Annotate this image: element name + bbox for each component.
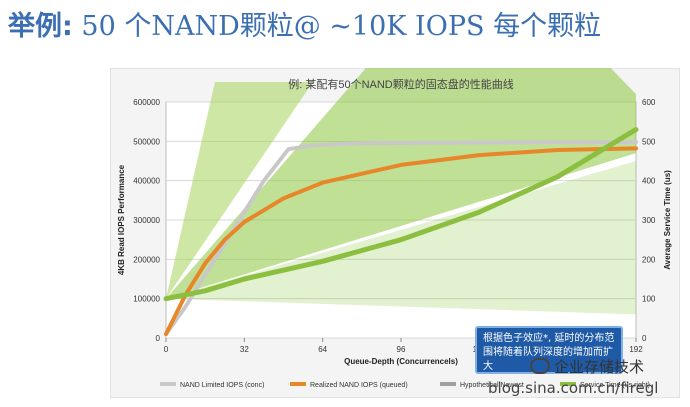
series-point-1 (478, 153, 481, 157)
variability-cone-upper (166, 82, 313, 299)
y2-tick-label: 100 (642, 295, 656, 304)
series-point-0 (556, 140, 559, 144)
series-point-3 (634, 128, 638, 131)
y-tick-label: 300000 (133, 216, 160, 225)
series-point-1 (634, 147, 638, 150)
wechat-icon (530, 358, 550, 374)
series-point-1 (164, 332, 168, 336)
series-point-3 (243, 277, 246, 281)
slide-title-rest: 50 个NAND颗粒@ ~10K IOPS 每个颗粒 (72, 11, 602, 42)
series-point-3 (478, 210, 481, 214)
y2-tick-label: 0 (642, 334, 647, 343)
x-tick-label: 64 (318, 345, 327, 354)
watermark-url: blog.sina.com.cn/firegl (488, 379, 659, 397)
x-tick-label: 96 (397, 345, 406, 354)
y-tick-label: 400000 (133, 177, 160, 186)
series-point-1 (223, 238, 226, 241)
series-point-3 (164, 297, 168, 300)
series-point-3 (203, 289, 207, 292)
y-tick-label: 200000 (133, 255, 160, 264)
series-point-0 (243, 210, 246, 214)
y2-tick-label: 400 (642, 177, 656, 186)
legend-label: Service Time (us,right) (580, 382, 650, 389)
variability-cone-outer (166, 0, 636, 299)
slide-title: 举例: 50 个NAND颗粒@ ~10K IOPS 每个颗粒 (8, 4, 601, 43)
series-point-0 (262, 179, 266, 182)
series-line-0 (164, 140, 638, 337)
series-point-1 (321, 181, 324, 184)
x-tick-label: 192 (629, 345, 643, 354)
series-point-0 (203, 273, 207, 277)
y2-tick-label: 300 (642, 216, 656, 225)
series-point-3 (399, 238, 403, 241)
y2-tick-label: 600 (642, 98, 656, 107)
x-tick-label: 32 (240, 345, 249, 354)
series-point-0 (311, 144, 315, 147)
y-tick-label: 0 (156, 334, 161, 343)
x-tick-label: 0 (164, 345, 169, 354)
y2-axis-label: Average Service Time (us) (663, 170, 672, 270)
legend-label: Hypothetical Newest (460, 382, 524, 389)
x-axis-label: Queue-Depth (Concurrencels) (344, 357, 458, 366)
slide-title-main: 举例: (8, 11, 73, 42)
series-point-0 (458, 141, 461, 144)
series-point-1 (399, 163, 403, 167)
series-point-0 (634, 140, 638, 144)
y2-tick-label: 500 (642, 137, 656, 146)
series-point-1 (243, 220, 246, 224)
y2-tick-label: 200 (642, 255, 656, 264)
watermark-logo-text: 企业存储技术 (554, 358, 645, 376)
series-point-0 (360, 142, 364, 145)
legend-label: NAND Limited IOPS (conc) (180, 382, 264, 389)
y-tick-label: 500000 (133, 137, 160, 146)
series-line-3 (163, 127, 639, 302)
series-point-3 (321, 260, 324, 263)
y-tick-label: 100000 (133, 295, 160, 304)
y-axis-label: 4KB Read IOPS Performance (117, 164, 126, 275)
series-point-3 (556, 175, 559, 178)
series-point-0 (287, 148, 290, 151)
series-point-1 (556, 148, 559, 152)
chart-title: 例: 某配有50个NAND颗粒的固态盘的性能曲线 (288, 77, 514, 91)
series-point-1 (203, 262, 207, 265)
series-point-1 (282, 197, 285, 200)
y-tick-label: 600000 (133, 98, 160, 107)
series-point-1 (174, 313, 177, 316)
chart-area: 0 100000 200000 300000 400000 500000 600000 0 10… (109, 0, 681, 399)
chart-svg: 0 100000 200000 300000 400000 500000 600000 0 10… (109, 0, 681, 399)
callout-text: 根据色子效应*, 延时的分布范围将随着队列深度的增加而扩大 (483, 333, 615, 372)
series-point-0 (184, 305, 187, 308)
watermark-logo: 企业存储技术 (530, 356, 644, 377)
legend-label: Realized NAND IOPS (queued) (310, 382, 408, 389)
series-line-1 (164, 146, 638, 337)
